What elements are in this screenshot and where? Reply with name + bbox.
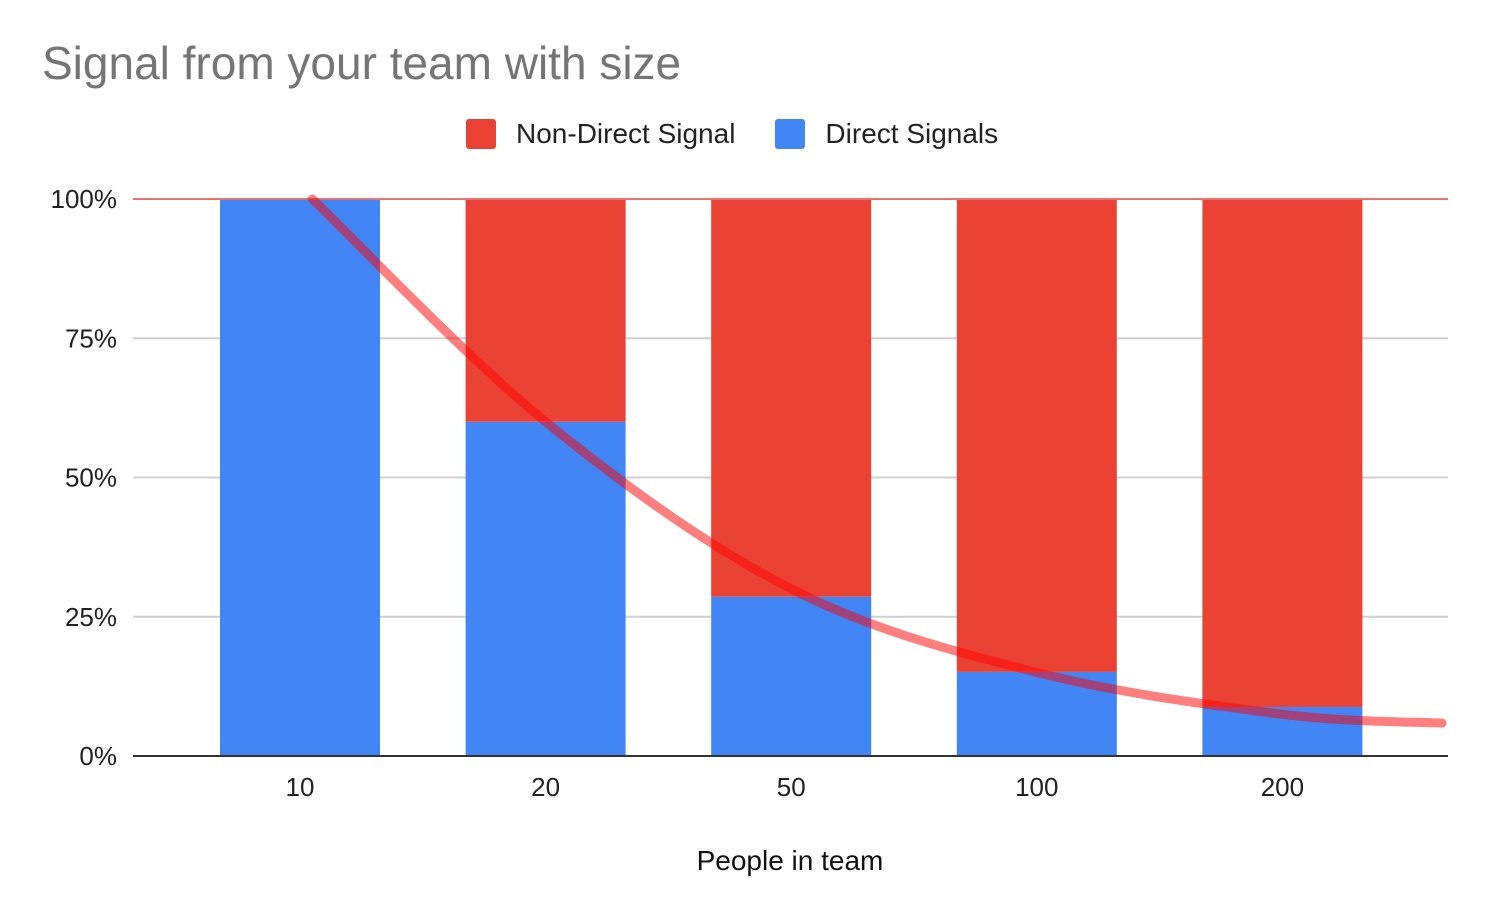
legend-item-direct-signals[interactable]: Direct Signals xyxy=(775,118,998,150)
x-axis-title: People in team xyxy=(697,845,884,876)
bar-non-direct-signal xyxy=(711,199,872,597)
x-tick-label: 20 xyxy=(531,772,560,802)
trendline-curve xyxy=(307,194,1447,728)
bar-non-direct-signal xyxy=(956,199,1117,672)
y-tick-label: 25% xyxy=(65,602,117,632)
chart-legend: Non-Direct Signal Direct Signals xyxy=(466,118,1038,150)
y-tick-label: 0% xyxy=(79,741,117,771)
legend-label-direct-signals: Direct Signals xyxy=(825,118,999,149)
x-tick-label: 50 xyxy=(777,772,806,802)
bar-non-direct-signal xyxy=(465,199,626,422)
y-tick-label: 75% xyxy=(65,323,117,353)
bar-non-direct-signal xyxy=(1202,199,1363,707)
y-tick-label: 100% xyxy=(51,184,118,214)
legend-swatch-non-direct-signal xyxy=(466,119,496,149)
legend-item-non-direct-signal[interactable]: Non-Direct Signal xyxy=(466,118,735,150)
bar-direct-signals xyxy=(465,421,626,756)
bar-direct-signals xyxy=(220,199,380,756)
legend-label-non-direct-signal: Non-Direct Signal xyxy=(516,118,736,149)
x-tick-label: 200 xyxy=(1261,772,1304,802)
chart-title: Signal from your team with size xyxy=(42,37,682,89)
x-tick-label: 10 xyxy=(286,772,315,802)
bar-direct-signals xyxy=(711,596,872,756)
x-tick-label: 100 xyxy=(1015,772,1058,802)
y-tick-label: 50% xyxy=(65,463,117,493)
legend-swatch-direct-signals xyxy=(775,119,806,149)
